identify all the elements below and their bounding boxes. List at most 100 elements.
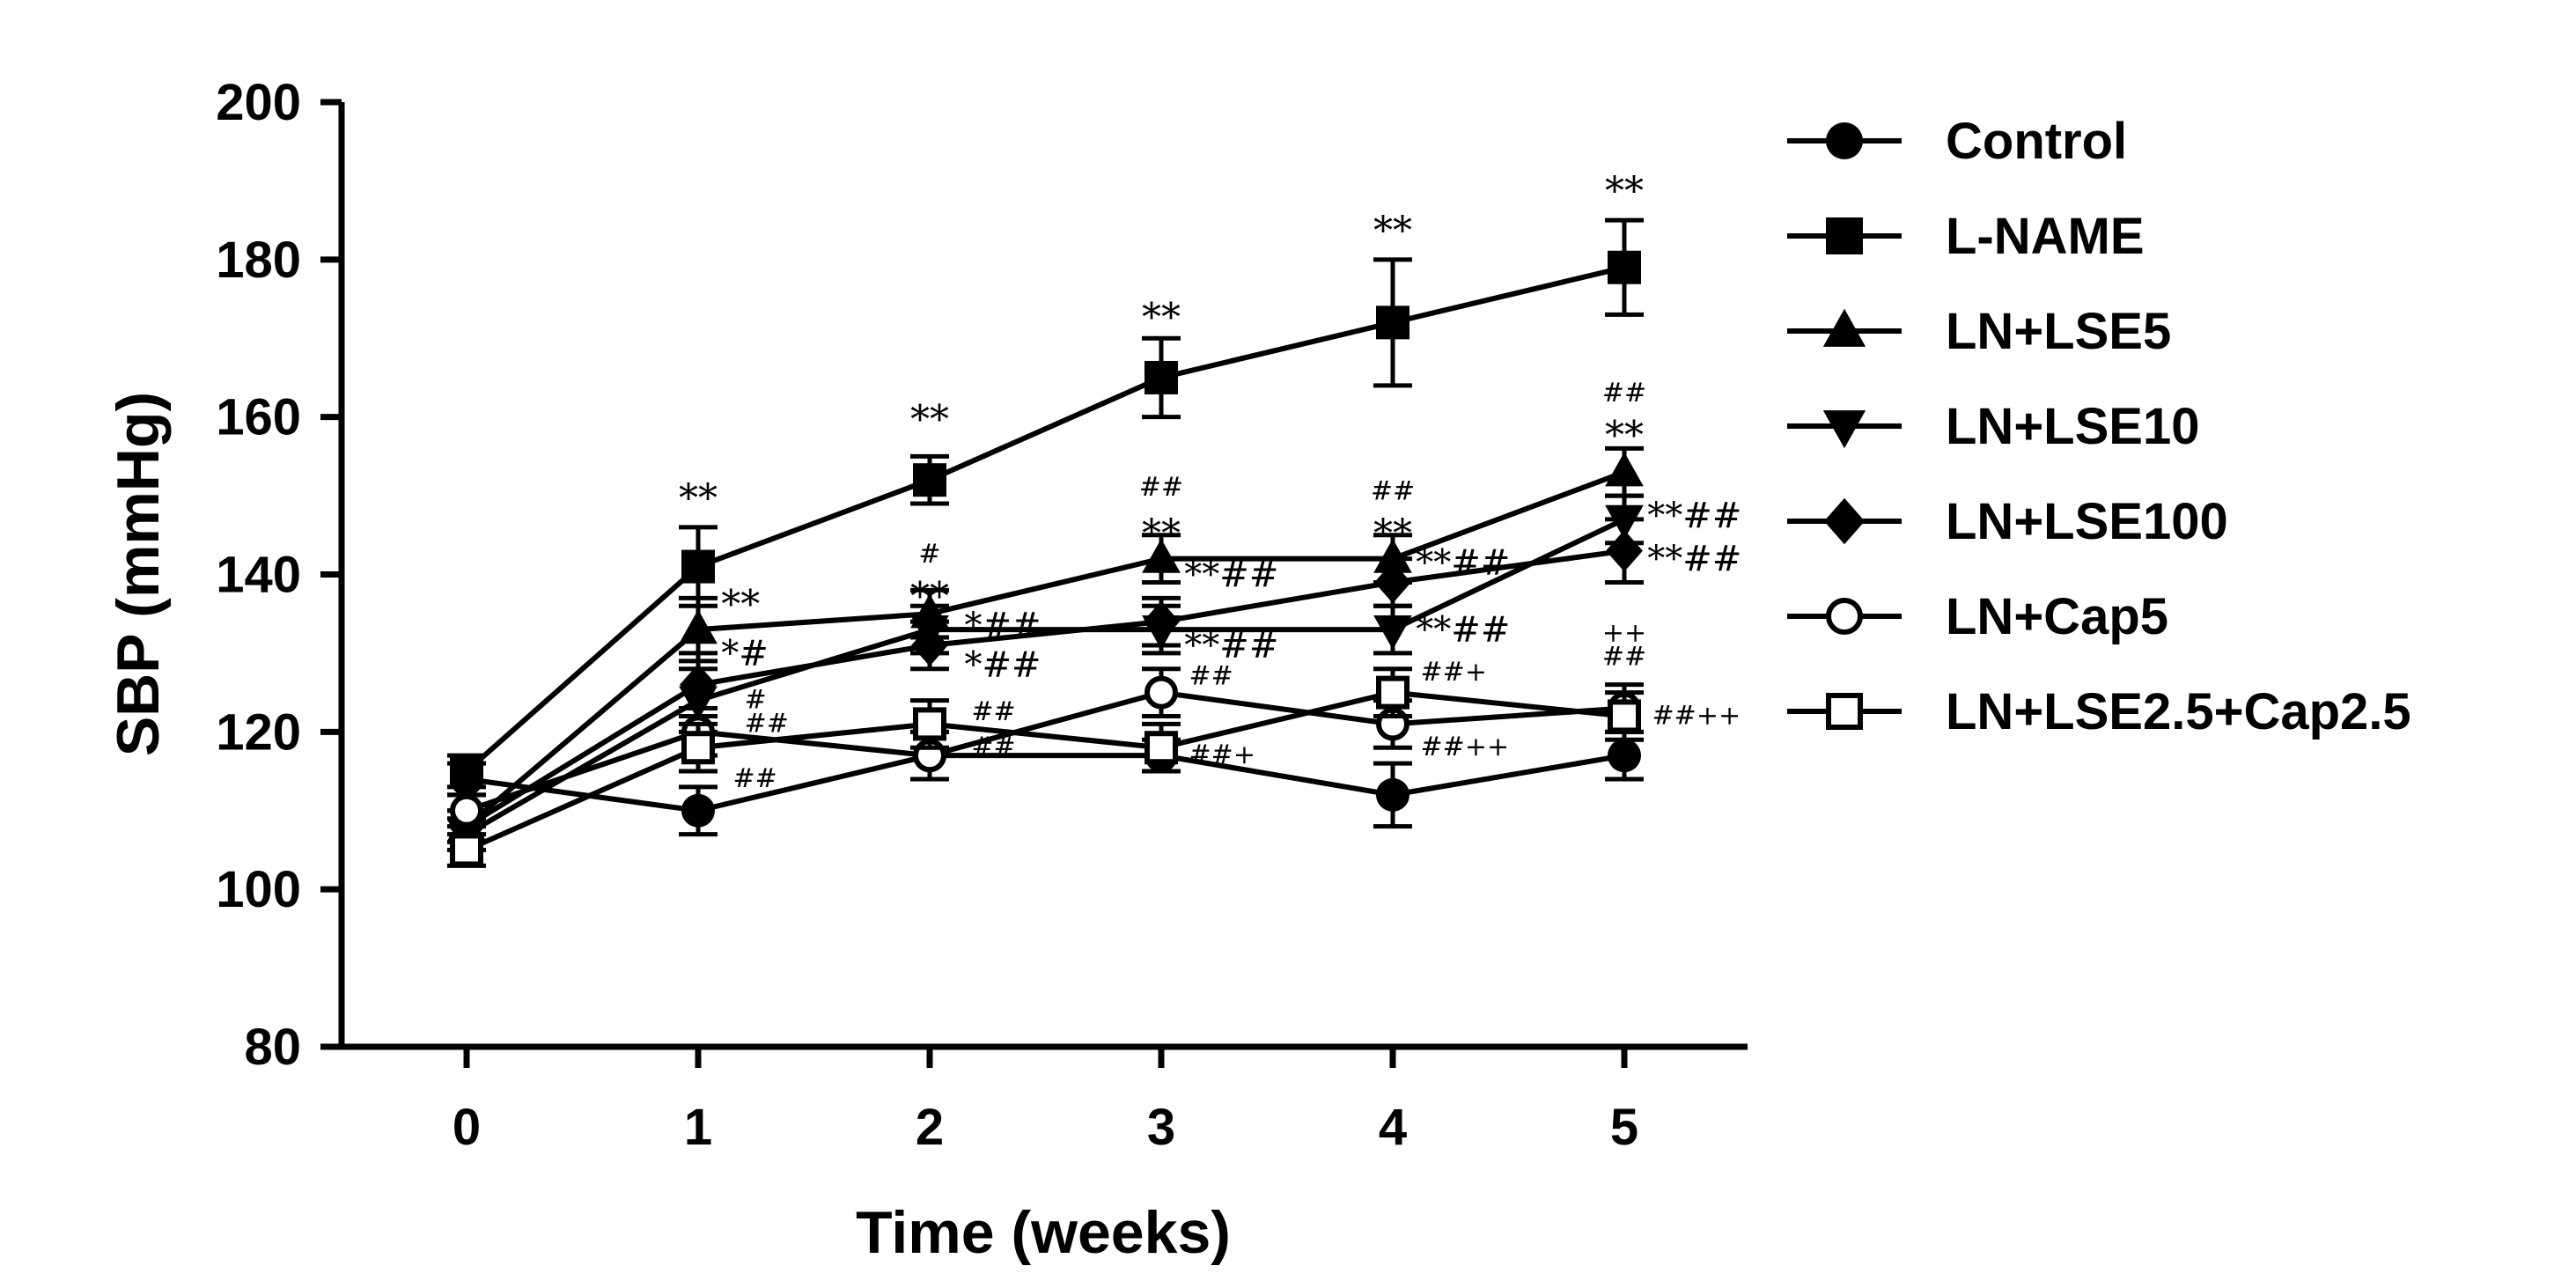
data-point: [1608, 250, 1641, 284]
significance-label: ##: [745, 708, 789, 739]
legend-label: LN+LSE10: [1946, 398, 2200, 455]
series-l-name: [447, 217, 1644, 790]
data-point: [450, 833, 483, 867]
series-line: [466, 753, 1625, 813]
data-point: [1144, 360, 1178, 394]
x-tick-label: 1: [684, 1099, 712, 1156]
significance-label: **: [1373, 209, 1412, 254]
series-line: [465, 689, 1625, 853]
legend-marker: [1826, 122, 1863, 159]
significance-label: ##+: [1421, 657, 1487, 688]
significance-label: **##: [1416, 543, 1510, 584]
data-point: [1143, 600, 1180, 643]
y-tick-label: 180: [216, 232, 301, 289]
significance-label: **##: [1647, 539, 1741, 579]
data-point: [1376, 675, 1409, 710]
data-point: [1142, 538, 1181, 573]
significance-label: ##: [971, 696, 1015, 727]
significance-label: ##: [1602, 641, 1646, 672]
x-tick-label: 2: [916, 1099, 944, 1156]
significance-label: ##: [1189, 661, 1233, 692]
significance-label: **##: [1416, 610, 1510, 651]
data-point: [1373, 615, 1412, 650]
significance-label: **: [1605, 413, 1644, 458]
significance-label: ##: [732, 763, 776, 794]
legend-item-ln-lse2-5-cap2-5: LN+LSE2.5+Cap2.5: [1787, 683, 2411, 740]
series-line: [465, 469, 1626, 828]
data-point: [450, 793, 483, 828]
y-tick-label: 140: [216, 547, 301, 604]
significance-label: **: [910, 575, 949, 620]
y-tick-label: 80: [244, 1019, 301, 1076]
data-point: [911, 624, 948, 666]
significance-label: **: [1142, 295, 1181, 340]
significance-label: **##: [1647, 496, 1741, 536]
legend: Control L-NAME LN+LSE5 LN+LSE10 LN+LSE100 LN+…: [1787, 113, 2411, 740]
significance-label: **##: [1184, 625, 1278, 666]
significance-label: ##++: [1421, 732, 1510, 762]
legend-item-ln-lse5: LN+LSE5: [1787, 303, 2171, 360]
data-point: [1376, 777, 1409, 812]
legend-item-control: Control: [1787, 113, 2127, 170]
data-point: [450, 754, 483, 789]
legend-marker: [1823, 497, 1866, 545]
significance-label: **: [721, 583, 760, 628]
data-point: [681, 549, 715, 584]
annotation-layer: **********##**##**##**#*****######*##*##…: [679, 169, 1741, 794]
data-point: [1373, 538, 1412, 573]
significance-label: **: [679, 476, 718, 521]
data-point: [1606, 529, 1643, 572]
legend-marker: [1822, 410, 1866, 449]
significance-label: *#: [721, 633, 769, 673]
significance-label: #: [745, 685, 767, 716]
y-tick-label: 160: [216, 389, 301, 446]
legend-marker: [1826, 693, 1863, 730]
data-point: [679, 609, 718, 644]
series-line: [465, 548, 1625, 829]
significance-label: ##+: [1189, 740, 1255, 770]
legend-label: L-NAME: [1946, 208, 2145, 265]
series-ln-lse2-5-cap2-5: [447, 666, 1644, 868]
x-tick-label: 3: [1147, 1099, 1175, 1156]
data-point: [681, 731, 715, 765]
legend-label: LN+LSE2.5+Cap2.5: [1946, 683, 2411, 740]
legend-item-l-name: L-NAME: [1787, 208, 2145, 265]
series-line: [465, 517, 1626, 837]
data-point: [1144, 675, 1178, 710]
data-point: [680, 663, 717, 706]
legend-item-ln-lse100: LN+LSE100: [1787, 493, 2228, 550]
legend-item-ln-lse10: LN+LSE10: [1787, 398, 2200, 455]
legend-marker: [1826, 598, 1863, 635]
series-layer: [447, 217, 1644, 868]
significance-label: **##: [1184, 555, 1278, 595]
data-point: [1144, 731, 1178, 765]
data-point: [681, 793, 715, 828]
data-point: [1608, 699, 1641, 733]
y-tick-label: 200: [216, 74, 301, 131]
significance-label: **: [1373, 512, 1412, 556]
series-line: [465, 264, 1625, 774]
axes: 80 100 120 140 160 180 200 0 1 2 3 4 5: [216, 74, 1748, 1156]
x-axis-title: Time (weeks): [856, 1199, 1231, 1266]
y-tick-label: 100: [216, 861, 301, 918]
significance-label: ##: [1602, 378, 1646, 408]
significance-label: **: [1605, 169, 1644, 214]
x-tick-label: 5: [1610, 1099, 1638, 1156]
data-point: [1608, 739, 1641, 773]
significance-label: **: [910, 398, 949, 443]
significance-label: ##: [1139, 472, 1183, 503]
significance-label: ##++: [1652, 700, 1741, 731]
y-axis-title: SBP (mmHg): [105, 392, 172, 756]
x-tick-label: 4: [1379, 1099, 1407, 1156]
data-point: [1376, 305, 1409, 340]
legend-label: LN+Cap5: [1946, 588, 2168, 645]
legend-item-ln-cap5: LN+Cap5: [1787, 588, 2168, 645]
data-point: [1605, 452, 1644, 487]
significance-label: *##: [964, 645, 1041, 686]
x-tick-label: 0: [453, 1099, 481, 1156]
legend-marker: [1822, 308, 1866, 347]
significance-label: ++: [1602, 618, 1646, 649]
series-line: [466, 689, 1625, 813]
data-point: [1374, 561, 1411, 604]
